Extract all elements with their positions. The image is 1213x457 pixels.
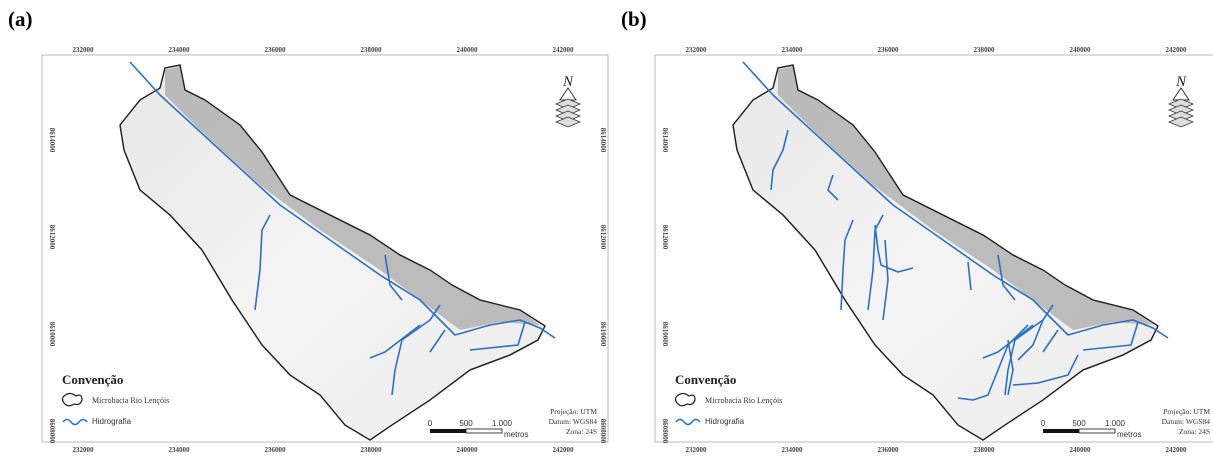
legend-item: Hidrografia bbox=[705, 417, 745, 426]
projection-text: Datum: WGS84 bbox=[1162, 417, 1211, 426]
y-coord-right: 8614000 bbox=[599, 128, 607, 153]
scale-label: 0 bbox=[428, 419, 433, 428]
x-coord-bottom: 236000 bbox=[878, 446, 900, 454]
x-coord-top: 240000 bbox=[1070, 46, 1092, 54]
y-coord-left: 8610000 bbox=[48, 322, 56, 347]
legend-item: Hidrografia bbox=[92, 417, 132, 426]
x-coord-bottom: 238000 bbox=[974, 446, 996, 454]
x-coord-bottom: 240000 bbox=[457, 446, 479, 454]
x-coord-bottom: 238000 bbox=[361, 446, 383, 454]
scale-bar-dark bbox=[1043, 429, 1079, 433]
projection-text: Zona: 24S bbox=[1179, 427, 1210, 436]
y-coord-left: 8612000 bbox=[48, 225, 56, 250]
projection-text: Projeção: UTM bbox=[550, 407, 597, 416]
x-coord-top: 234000 bbox=[169, 46, 191, 54]
legend-title: Convenção bbox=[62, 372, 123, 387]
projection-text: Projeção: UTM bbox=[1163, 407, 1210, 416]
x-coord-top: 234000 bbox=[782, 46, 804, 54]
scale-unit: metros bbox=[504, 430, 528, 439]
legend-item: Microbacia Rio Lençóis bbox=[92, 396, 169, 405]
x-coord-bottom: 242000 bbox=[553, 446, 575, 454]
scale-label: 1.000 bbox=[492, 419, 513, 428]
figure: (a) 232000 232000 234000 234000 236000 236000 2… bbox=[0, 0, 1213, 457]
map-panel: (b) 232000 232000 234000 234000 236000 236000 2… bbox=[621, 7, 1213, 454]
y-coord-right: 8612000 bbox=[599, 225, 607, 250]
scale-bar-light bbox=[466, 429, 502, 433]
scale-label: 500 bbox=[1072, 419, 1086, 428]
x-coord-top: 238000 bbox=[974, 46, 996, 54]
y-coord-left: 8608000 bbox=[661, 419, 669, 444]
x-coord-top: 236000 bbox=[878, 46, 900, 54]
x-coord-top: 242000 bbox=[553, 46, 575, 54]
map-panel: (a) 232000 232000 234000 234000 236000 236000 2… bbox=[8, 7, 608, 454]
legend-watershed-icon bbox=[63, 394, 83, 406]
legend-watershed-icon bbox=[676, 394, 696, 406]
projection-text: Datum: WGS84 bbox=[549, 417, 598, 426]
x-coord-top: 238000 bbox=[361, 46, 383, 54]
y-coord-left: 8612000 bbox=[661, 225, 669, 250]
x-coord-bottom: 234000 bbox=[782, 446, 804, 454]
y-coord-left: 8614000 bbox=[48, 128, 56, 153]
y-coord-left: 8608000 bbox=[48, 419, 56, 444]
scale-unit: metros bbox=[1117, 430, 1141, 439]
y-coord-left: 8610000 bbox=[661, 322, 669, 347]
x-coord-bottom: 236000 bbox=[265, 446, 287, 454]
scale-bar-dark bbox=[430, 429, 466, 433]
x-coord-bottom: 232000 bbox=[73, 446, 95, 454]
x-coord-bottom: 240000 bbox=[1070, 446, 1092, 454]
scale-label: 0 bbox=[1041, 419, 1046, 428]
x-coord-top: 232000 bbox=[73, 46, 95, 54]
x-coord-top: 242000 bbox=[1166, 46, 1188, 54]
x-coord-top: 240000 bbox=[457, 46, 479, 54]
y-coord-right: 8608000 bbox=[599, 419, 607, 444]
legend-item: Microbacia Rio Lençóis bbox=[705, 396, 782, 405]
x-coord-top: 236000 bbox=[265, 46, 287, 54]
y-coord-left: 8614000 bbox=[661, 128, 669, 153]
scale-label: 500 bbox=[459, 419, 473, 428]
x-coord-top: 232000 bbox=[686, 46, 708, 54]
x-coord-bottom: 234000 bbox=[169, 446, 191, 454]
projection-text: Zona: 24S bbox=[566, 427, 597, 436]
scale-label: 1.000 bbox=[1105, 419, 1126, 428]
scale-bar-light bbox=[1079, 429, 1115, 433]
legend-title: Convenção bbox=[675, 372, 736, 387]
x-coord-bottom: 242000 bbox=[1166, 446, 1188, 454]
panel-label: (b) bbox=[621, 7, 647, 31]
y-coord-right: 8610000 bbox=[599, 322, 607, 347]
panel-label: (a) bbox=[8, 7, 33, 31]
x-coord-bottom: 232000 bbox=[686, 446, 708, 454]
